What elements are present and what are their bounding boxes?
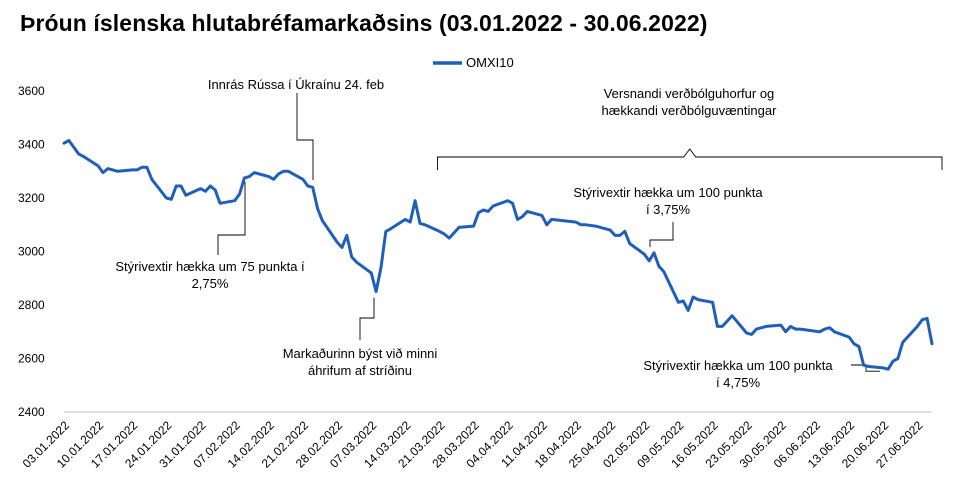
chart-title: Þróun íslenska hlutabréfamarkaðsins (03.…	[20, 10, 708, 36]
annotation-text-market: áhrifum af stríðinu	[308, 363, 412, 378]
annotation-text-bracket: hækkandi verðbólguvæntingar	[602, 103, 778, 118]
annotation-text-rate-75: Stýrivextir hækka um 75 punkta í	[115, 259, 305, 274]
annotation-text-invasion: Innrás Rússa í Úkraínu 24. feb	[208, 77, 384, 92]
y-tick-label: 3600	[18, 84, 45, 98]
annotation-text-rate-100-b: Stýrivextir hækka um 100 punkta	[643, 358, 833, 373]
annotation-leader-market	[359, 297, 375, 340]
annotation-text-rate-75: 2,75%	[192, 276, 229, 291]
y-tick-label: 2600	[18, 352, 45, 366]
annotation-leader-invasion	[296, 93, 314, 180]
y-tick-label: 3400	[18, 138, 45, 152]
series-line-omxi10	[62, 139, 934, 371]
annotation-bracket	[437, 148, 943, 170]
y-tick-label: 2800	[18, 298, 45, 312]
annotation-text-rate-100-a: í 3,75%	[646, 202, 691, 217]
annotation-text-rate-100-a: Stýrivextir hækka um 100 punkta	[573, 185, 763, 200]
y-axis: 2400 2600 2800 3000 3200 3400 3600	[18, 84, 45, 419]
series-layer	[62, 139, 934, 371]
annotation-leader-rate-100-a	[649, 222, 674, 247]
annotations: Innrás Rússa í Úkraínu 24. feb Stýrivexti…	[115, 77, 943, 390]
y-tick-label: 3000	[18, 245, 45, 259]
y-tick-label: 2400	[18, 405, 45, 419]
annotation-text-bracket: Versnandi verðbólguhorfur og	[604, 86, 775, 101]
annotation-text-market: Markaðurinn býst við minni	[283, 346, 438, 361]
x-axis: 03.01.202210.01.202217.01.202224.01.2022…	[20, 411, 932, 471]
annotation-leader-rate-75	[217, 181, 246, 255]
legend: OMXI10	[433, 55, 514, 70]
legend-label: OMXI10	[466, 55, 514, 70]
y-tick-label: 3200	[18, 191, 45, 205]
annotation-leader-rate-100-b	[851, 364, 880, 372]
annotation-text-rate-100-b: í 4,75%	[716, 375, 761, 390]
